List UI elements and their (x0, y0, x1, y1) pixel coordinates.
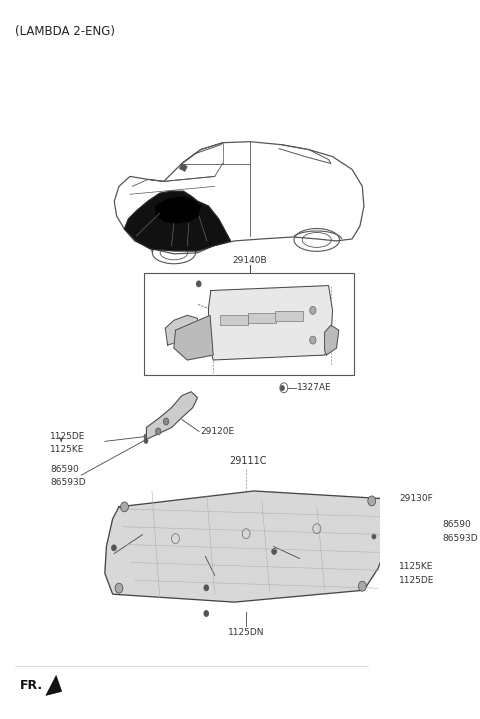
Circle shape (144, 439, 148, 444)
Text: A05815: A05815 (171, 287, 206, 296)
Text: 86593D: 86593D (443, 534, 478, 543)
Circle shape (368, 496, 376, 506)
Text: FR.: FR. (20, 679, 43, 692)
Circle shape (407, 523, 412, 530)
Text: 1125DN: 1125DN (228, 628, 264, 637)
Text: 29120G: 29120G (143, 530, 178, 539)
Circle shape (204, 585, 209, 591)
Circle shape (144, 434, 148, 439)
Circle shape (280, 385, 284, 390)
Polygon shape (156, 197, 201, 223)
Text: 29111C: 29111C (229, 457, 266, 466)
Text: 1125DE: 1125DE (50, 432, 85, 441)
Circle shape (111, 545, 116, 551)
Text: 86590: 86590 (443, 521, 471, 529)
Circle shape (163, 418, 169, 425)
Text: 29140B: 29140B (233, 256, 267, 265)
Text: 29120E: 29120E (201, 427, 235, 436)
Circle shape (115, 583, 123, 593)
Circle shape (120, 502, 128, 512)
Polygon shape (174, 316, 213, 360)
Text: 84219E: 84219E (171, 300, 206, 309)
Polygon shape (208, 285, 333, 360)
Polygon shape (324, 325, 339, 355)
Circle shape (272, 549, 276, 554)
Circle shape (310, 306, 316, 314)
Bar (144, 273, 354, 375)
Circle shape (372, 534, 376, 539)
Text: 1125GB: 1125GB (301, 554, 337, 563)
Text: 1129EY: 1129EY (198, 587, 232, 597)
Bar (275, 311, 303, 321)
Bar (248, 313, 276, 324)
Polygon shape (180, 163, 187, 171)
Polygon shape (124, 191, 230, 251)
Polygon shape (397, 514, 443, 554)
Polygon shape (165, 316, 199, 345)
Text: 29130F: 29130F (399, 495, 433, 503)
Text: 1125DE: 1125DE (399, 576, 434, 585)
Text: 1327AE: 1327AE (297, 383, 332, 393)
Polygon shape (105, 491, 394, 602)
Circle shape (310, 336, 316, 344)
Circle shape (424, 526, 429, 531)
Text: 86593D: 86593D (50, 477, 85, 487)
Text: 1125KE: 1125KE (50, 445, 84, 454)
Polygon shape (146, 392, 197, 439)
Circle shape (204, 610, 209, 616)
Circle shape (156, 428, 161, 435)
Polygon shape (46, 676, 61, 695)
Text: 1125AD: 1125AD (197, 574, 233, 583)
Text: 86590: 86590 (50, 464, 79, 474)
Circle shape (359, 581, 366, 591)
Text: 1125KE: 1125KE (399, 562, 433, 571)
Bar (220, 316, 249, 325)
Text: (LAMBDA 2-ENG): (LAMBDA 2-ENG) (14, 24, 115, 37)
Circle shape (196, 281, 201, 287)
